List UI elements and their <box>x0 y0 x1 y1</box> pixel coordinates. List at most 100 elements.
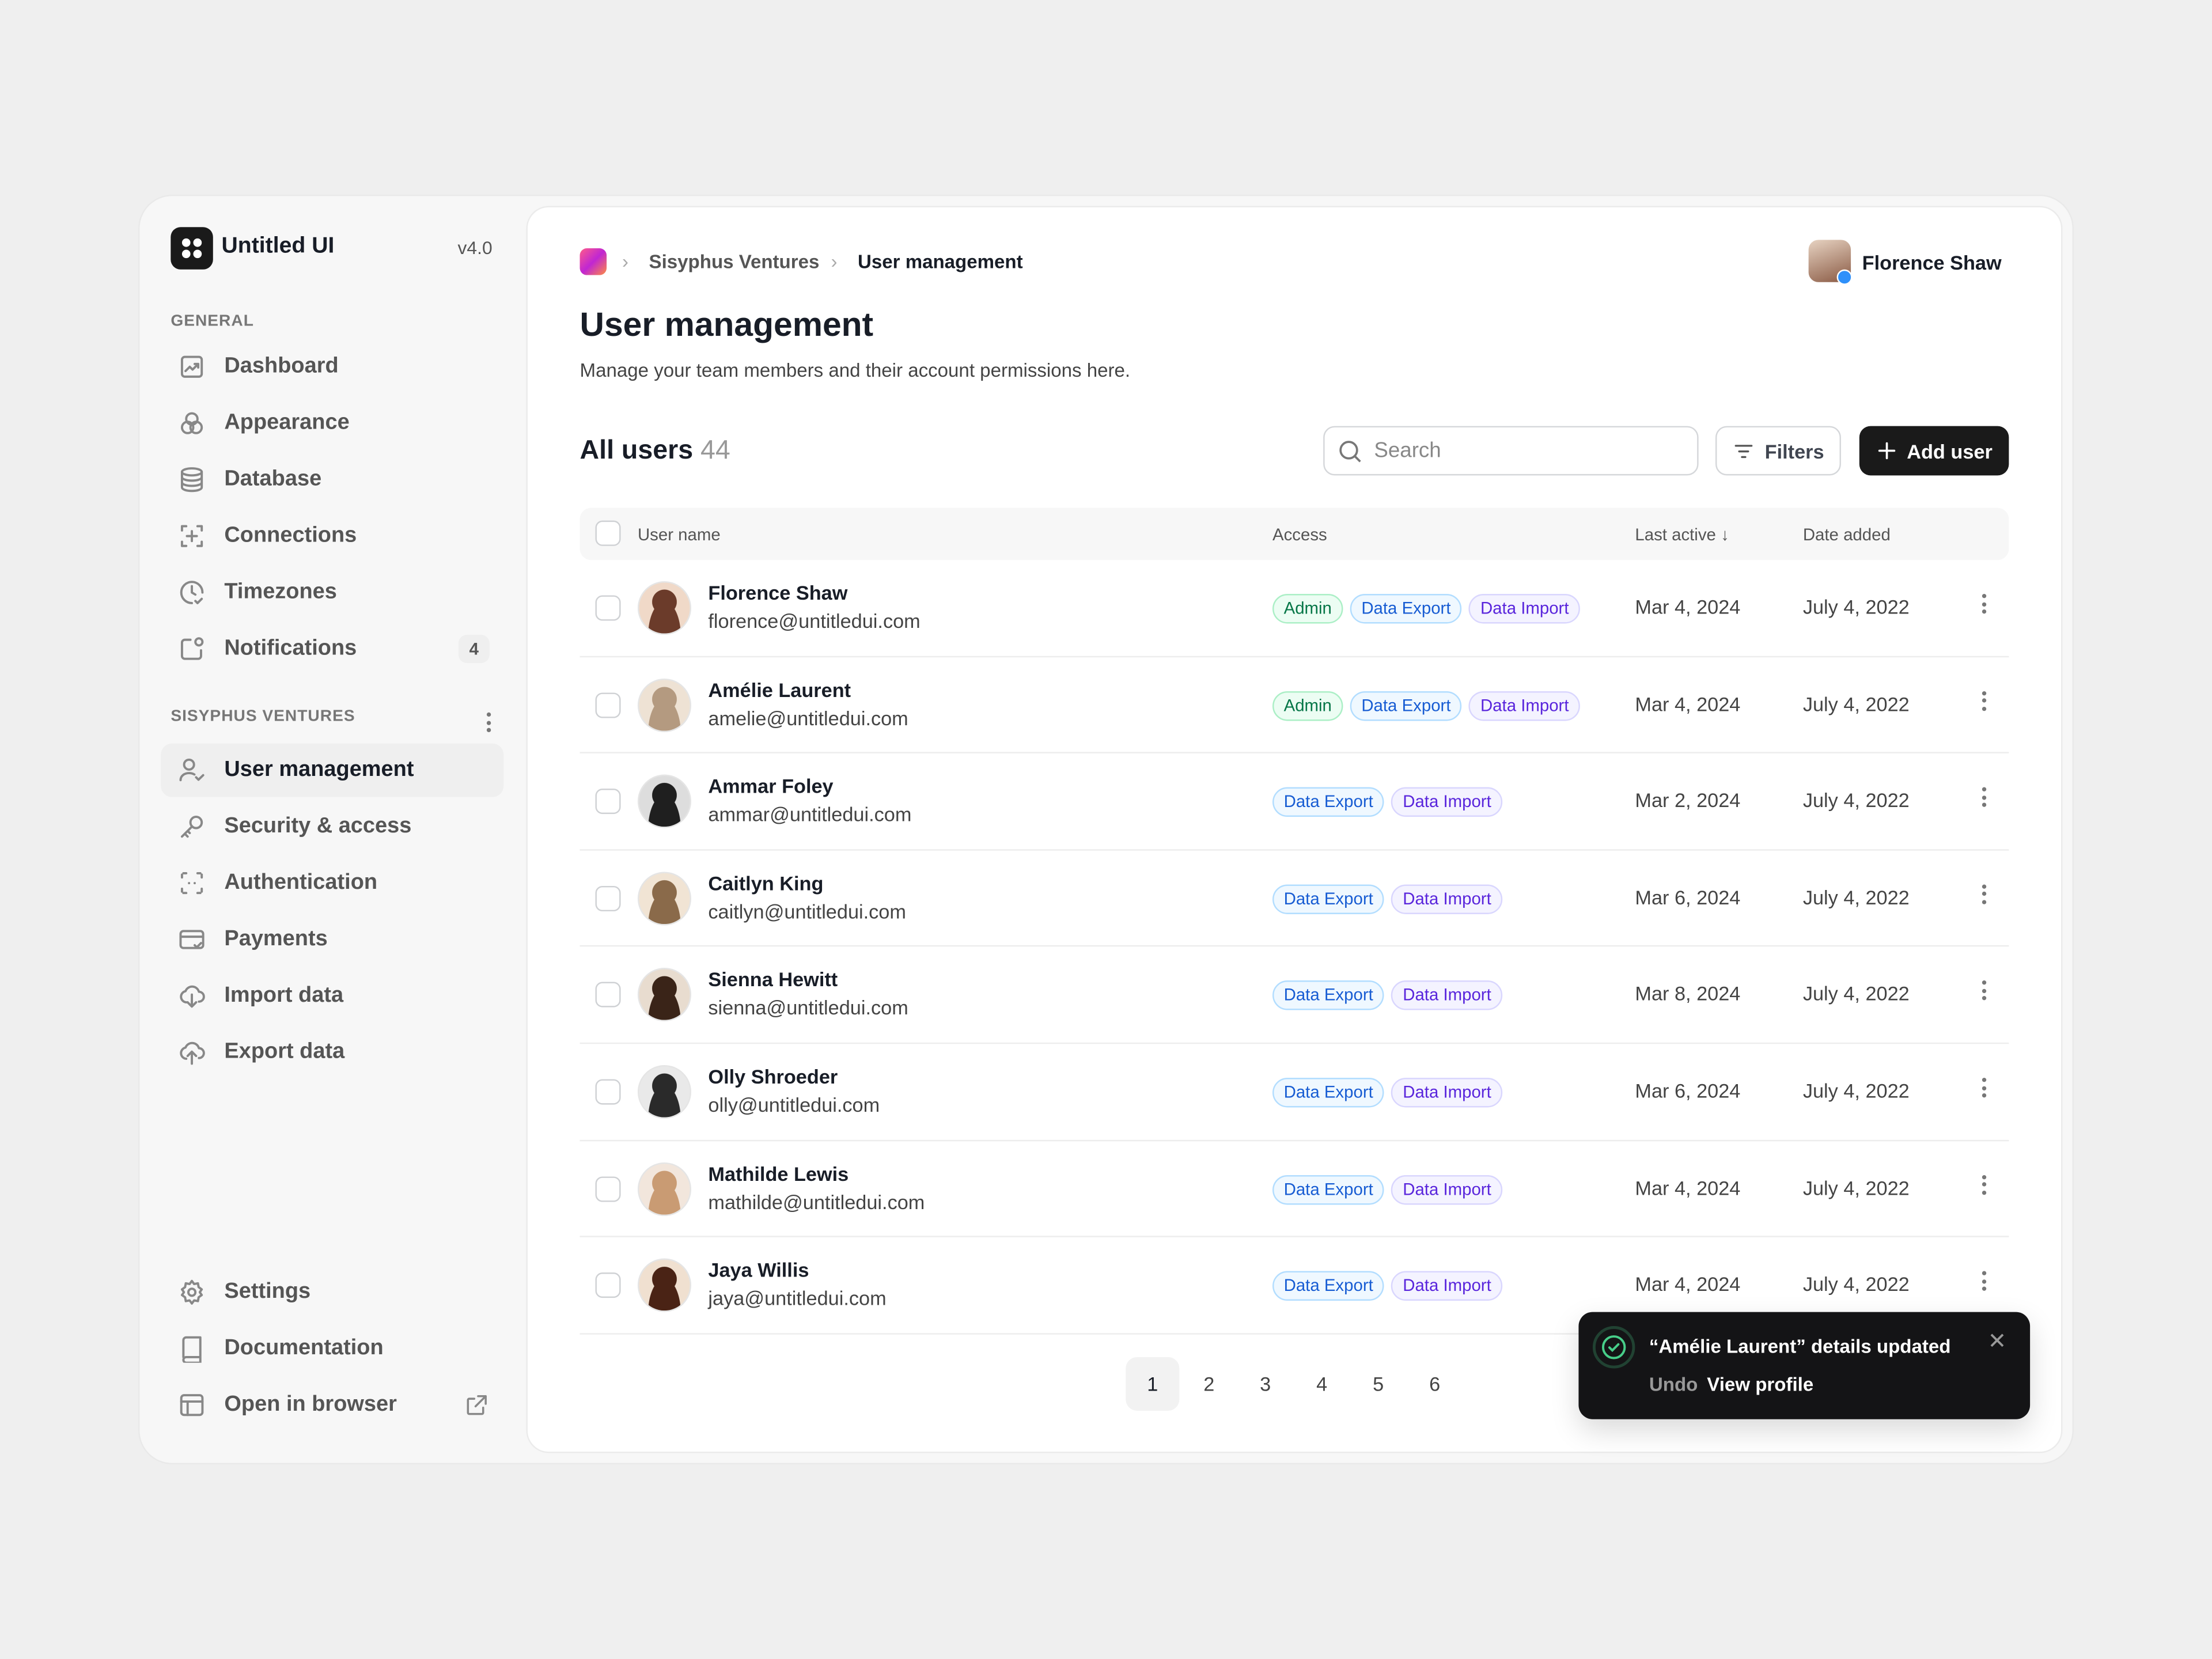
view-profile-button[interactable]: View profile <box>1707 1374 1814 1396</box>
column-last-active[interactable]: Last active ↓ <box>1635 525 1729 544</box>
table-row[interactable]: Caitlyn King caitlyn@untitledui.com Data E… <box>579 850 2009 948</box>
table-row[interactable]: Florence Shaw florence@untitledui.com Admi… <box>579 560 2009 657</box>
table-row[interactable]: Sienna Hewitt sienna@untitledui.com Data E… <box>579 947 2009 1044</box>
sidebar-item-open-in-browser[interactable]: Open in browser <box>161 1378 503 1432</box>
sidebar-item-settings[interactable]: Settings <box>161 1266 503 1319</box>
last-active: Mar 4, 2024 <box>1635 1176 1741 1199</box>
sidebar-item-dashboard[interactable]: Dashboard <box>161 340 503 393</box>
sidebar-item-database[interactable]: Database <box>161 453 503 506</box>
breadcrumb-workspace[interactable]: Sisyphus Ventures <box>649 251 820 272</box>
chart-icon <box>180 355 203 378</box>
add-user-button[interactable]: Add user <box>1859 426 2009 476</box>
access-badge-export: Data Export <box>1272 1078 1385 1108</box>
row-checkbox[interactable] <box>595 789 621 815</box>
row-checkbox[interactable] <box>595 1272 621 1298</box>
external-link-icon[interactable] <box>464 1392 490 1418</box>
column-access[interactable]: Access <box>1272 525 1327 545</box>
sidebar-item-timezones[interactable]: Timezones <box>161 566 503 619</box>
sidebar-item-documentation[interactable]: Documentation <box>161 1322 503 1376</box>
row-checkbox[interactable] <box>595 692 621 718</box>
column-user-name[interactable]: User name <box>637 525 721 545</box>
users-count-label: All users <box>579 435 694 466</box>
access-badges: Data Export Data Import <box>1272 1078 1503 1108</box>
sidebar-item-label: Import data <box>224 983 344 1007</box>
sidebar-item-connections[interactable]: Connections <box>161 509 503 563</box>
page-title: User management <box>579 306 874 344</box>
table-row[interactable]: Mathilde Lewis mathilde@untitledui.com Dat… <box>579 1141 2009 1238</box>
user-name: Jaya Willis <box>708 1258 809 1282</box>
row-checkbox[interactable] <box>595 1079 621 1105</box>
sidebar-item-label: Database <box>224 467 322 491</box>
sidebar-item-security-access[interactable]: Security & access <box>161 800 503 854</box>
avatar <box>637 1258 692 1313</box>
table-row[interactable]: Jaya Willis jaya@untitledui.com Data Expor… <box>579 1237 2009 1335</box>
workspace-logo <box>579 248 607 275</box>
user-name: Olly Shroeder <box>708 1065 838 1088</box>
page-button-1[interactable]: 1 <box>1126 1357 1180 1411</box>
sidebar-item-payments[interactable]: Payments <box>161 913 503 967</box>
page-button-2[interactable]: 2 <box>1203 1372 1215 1396</box>
toast-message: “Amélie Laurent” details updated <box>1649 1336 1951 1357</box>
access-badge-import: Data Import <box>1469 691 1581 721</box>
sidebar-item-import-data[interactable]: Import data <box>161 969 503 1022</box>
last-active: Mar 4, 2024 <box>1635 595 1741 618</box>
row-actions-kebab-icon[interactable] <box>1982 1175 1988 1198</box>
book-icon <box>182 1336 202 1363</box>
sidebar-item-label: Authentication <box>224 870 378 895</box>
workspace-menu-kebab-icon[interactable] <box>486 712 493 736</box>
table-row[interactable]: Amélie Laurent amelie@untitledui.com Admin… <box>579 657 2009 754</box>
row-actions-kebab-icon[interactable] <box>1982 1271 1988 1294</box>
access-badge-admin: Admin <box>1272 594 1343 624</box>
close-icon[interactable]: ✕ <box>1987 1330 2007 1355</box>
access-badge-admin: Admin <box>1272 691 1343 721</box>
user-name: Ammar Foley <box>708 774 834 798</box>
row-checkbox[interactable] <box>595 982 621 1008</box>
row-actions-kebab-icon[interactable] <box>1982 1078 1988 1101</box>
row-checkbox[interactable] <box>595 885 621 911</box>
sidebar-item-label: Timezones <box>224 579 337 604</box>
table-row[interactable]: Olly Shroeder olly@untitledui.com Data Exp… <box>579 1044 2009 1141</box>
row-actions-kebab-icon[interactable] <box>1982 981 1988 1004</box>
row-checkbox[interactable] <box>595 1176 621 1202</box>
user-name[interactable]: Florence Shaw <box>1862 251 2002 274</box>
sidebar-item-label: User management <box>224 757 414 782</box>
page-button-3[interactable]: 3 <box>1260 1372 1271 1396</box>
row-actions-kebab-icon[interactable] <box>1982 884 1988 907</box>
access-badge-import: Data Import <box>1391 884 1503 914</box>
sidebar-item-user-management[interactable]: User management <box>161 743 504 797</box>
page-button-5[interactable]: 5 <box>1373 1372 1384 1396</box>
column-date-added[interactable]: Date added <box>1802 525 1891 545</box>
browser-icon <box>180 1394 204 1416</box>
sidebar-item-appearance[interactable]: Appearance <box>161 396 503 450</box>
date-added: July 4, 2022 <box>1802 885 1910 908</box>
select-all-checkbox[interactable] <box>595 520 621 546</box>
app-logo <box>171 227 213 270</box>
avatar <box>637 677 692 732</box>
page-button-6[interactable]: 6 <box>1429 1372 1441 1396</box>
undo-button[interactable]: Undo <box>1649 1374 1698 1396</box>
last-active: Mar 6, 2024 <box>1635 1079 1741 1102</box>
row-actions-kebab-icon[interactable] <box>1982 594 1988 617</box>
user-name: Florence Shaw <box>708 581 848 604</box>
access-badges: Data Export Data Import <box>1272 787 1503 817</box>
filters-button[interactable]: Filters <box>1715 426 1841 476</box>
sidebar-item-export-data[interactable]: Export data <box>161 1025 503 1079</box>
cloud-download-icon <box>180 985 205 1008</box>
sidebar-item-authentication[interactable]: Authentication <box>161 857 503 910</box>
search-input[interactable]: Search <box>1323 426 1699 476</box>
date-added: July 4, 2022 <box>1802 1272 1910 1296</box>
circles-icon <box>180 412 203 434</box>
access-badge-import: Data Import <box>1469 594 1581 624</box>
table-row[interactable]: Ammar Foley ammar@untitledui.com Data Expo… <box>579 753 2009 851</box>
page-button-4[interactable]: 4 <box>1316 1372 1328 1396</box>
last-active: Mar 6, 2024 <box>1635 885 1741 908</box>
avatar <box>637 1065 692 1119</box>
date-added: July 4, 2022 <box>1802 789 1910 812</box>
search-placeholder: Search <box>1374 438 1441 463</box>
row-actions-kebab-icon[interactable] <box>1982 787 1988 810</box>
row-actions-kebab-icon[interactable] <box>1982 691 1988 714</box>
access-badge-import: Data Import <box>1391 981 1503 1011</box>
row-checkbox[interactable] <box>595 595 621 621</box>
user-name: Mathilde Lewis <box>708 1161 849 1185</box>
sidebar-item-notifications[interactable]: Notifications 4 <box>161 622 503 676</box>
